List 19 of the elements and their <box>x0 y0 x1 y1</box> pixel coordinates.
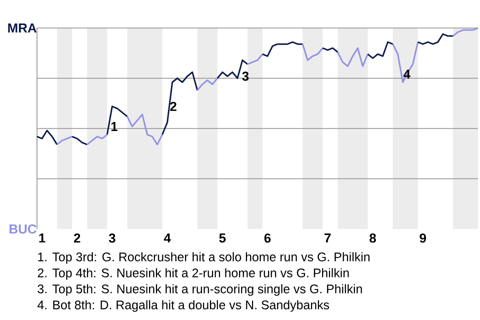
text: BUC <box>10 224 36 234</box>
x-tick-label: 5 <box>219 234 226 243</box>
annotation: 2 <box>170 102 176 111</box>
annotation: 3 <box>242 72 249 81</box>
x-tick-label: 4 <box>164 234 171 242</box>
text: 2. Top 4th: S. Nuesink hit a 2-run home run vs G. Philkin <box>38 268 349 280</box>
text: 1. Top 3rd: G. Rockcrusher hit a solo home run vs G. Philkin <box>38 252 370 264</box>
x-tick-label: 7 <box>324 234 331 242</box>
text: 3. Top 5th: S. Nuesink hit a run-scoring single vs G. Philkin <box>38 284 362 296</box>
text: MRA <box>8 24 36 32</box>
x-tick-label: 8 <box>370 234 376 243</box>
x-tick-label: 9 <box>420 234 426 243</box>
x-tick-label: 2 <box>74 234 80 243</box>
text: 4. Bot 8th: D. Ragalla hit a double vs N. Sandybanks <box>37 300 330 312</box>
x-tick-label: 6 <box>264 234 271 243</box>
x-tick-label: 3 <box>108 234 116 243</box>
annotation: 4 <box>403 70 410 79</box>
x-tick-label: 1 <box>39 234 46 242</box>
annotation: 1 <box>111 122 118 131</box>
